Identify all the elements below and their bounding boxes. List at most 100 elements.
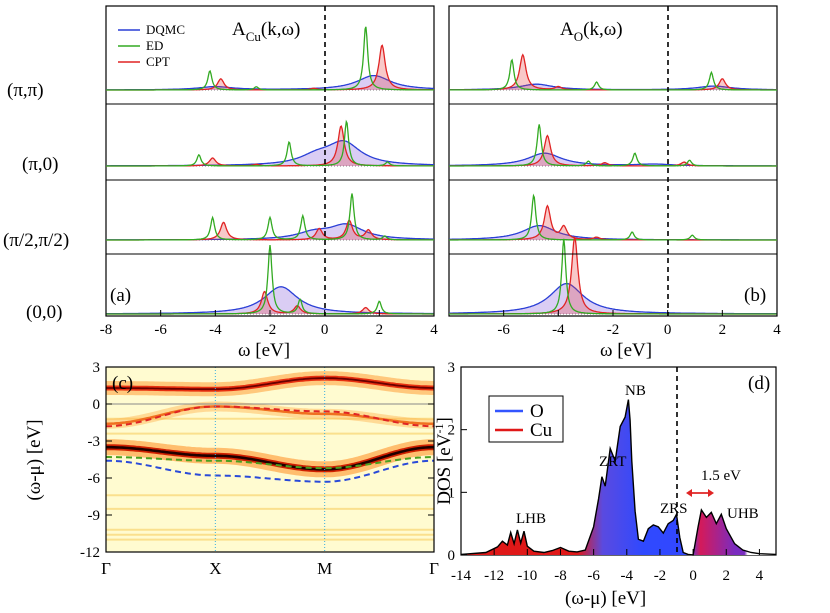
- legend-cu: Cu: [530, 420, 553, 441]
- a-xtick-label: -2: [264, 322, 277, 338]
- b-fill-cpt-1: [449, 135, 777, 166]
- a-line-ed-0: [106, 26, 434, 91]
- panel-c-data: [106, 367, 434, 552]
- d-xtick-label: -8: [554, 568, 567, 584]
- annotation-zrt: ZRT: [599, 454, 626, 470]
- a-xtick-label: -4: [209, 322, 222, 338]
- panel-d-ylabel: DOS [eV-1]: [432, 417, 455, 505]
- annotation-lhb: LHB: [516, 511, 546, 527]
- c-ytick-label: -6: [88, 471, 101, 487]
- panel-b-xlabel: ω [eV]: [600, 340, 652, 361]
- c-ytick-label: -9: [88, 508, 101, 524]
- c-dashed_blue: [106, 459, 434, 483]
- c-band-nb-2: [106, 445, 434, 471]
- legend-dqmc: DQMC: [146, 22, 185, 37]
- annotation-uhb: UHB: [727, 506, 759, 522]
- d-dos-line: [460, 399, 777, 556]
- c-ytick-label: -3: [88, 434, 101, 450]
- b-line-cpt-3: [449, 235, 777, 315]
- a-fill-cpt-1: [106, 126, 434, 166]
- gap-arrow-left: [686, 489, 692, 497]
- b-fill-cpt-2: [449, 205, 777, 240]
- panel-a-tag: (a): [110, 285, 131, 306]
- panel-a-data: [106, 26, 435, 315]
- d-xtick-label: -14: [451, 568, 471, 584]
- panel-c-ticks: 30-3-6-9-12Γ X M Γ: [80, 360, 439, 578]
- annotation-gap: 1.5 eV: [701, 468, 741, 484]
- d-ytick-label: 1: [448, 485, 456, 501]
- panel-b-title: AO(k,ω): [560, 19, 623, 44]
- panel-c: 30-3-6-9-12Γ X M Γ (c) (ω-μ) [eV]: [24, 360, 439, 578]
- panel-b: AO(k,ω) (b) -6 -4 -2 0 2 4 ω [eV]: [448, 5, 781, 361]
- b-fill-cpt-0: [449, 54, 777, 90]
- c-ytick-label: 3: [93, 360, 101, 376]
- b-xtick-label: 0: [664, 322, 672, 338]
- a-line-ed-1: [106, 119, 434, 167]
- d-xtick-label: -4: [621, 568, 634, 584]
- c-xtick-label: X: [209, 559, 221, 578]
- c-xtick-label: Γ: [429, 559, 439, 578]
- panel-a: ACu(k,ω) (a) DQMC ED CPT (π,π) (π,0) (π/…: [3, 5, 438, 361]
- annotation-zrs: ZRS: [660, 501, 688, 517]
- annotation-nb: NB: [625, 383, 646, 399]
- b-xtick-label: 4: [773, 322, 781, 338]
- d-xtick-label: 4: [756, 568, 764, 584]
- d-ytick-label: 2: [448, 423, 456, 439]
- a-line-cpt-1: [106, 125, 434, 167]
- b-line-ed-1: [449, 124, 777, 167]
- d-xtick-label: -2: [654, 568, 667, 584]
- row-label-pi-0: (π,0): [22, 154, 59, 175]
- panel-d-ticks: -14 -12 -10 -8 -6 -4 -2 0 2 4 0 1 2 3: [448, 360, 764, 584]
- b-xtick-label: 2: [719, 322, 727, 338]
- d-xtick-label: -12: [484, 568, 504, 584]
- a-line-ed-2: [106, 193, 434, 241]
- b-line-dqmc-1: [449, 152, 777, 167]
- b-line-ed-0: [449, 58, 777, 91]
- c-ytick-label: -12: [80, 545, 100, 561]
- a-fill-cpt-3: [106, 291, 434, 314]
- d-xtick-label: -6: [587, 568, 600, 584]
- d-ytick-label: 3: [448, 360, 456, 376]
- a-fill-dqmc-3: [106, 286, 434, 314]
- panel-d-data: [460, 399, 777, 556]
- a-xtick-label: 0: [321, 322, 329, 338]
- d-xtick-label: 2: [723, 568, 731, 584]
- d-dos-fill: [461, 399, 776, 555]
- row-label-0-0: (0,0): [26, 302, 62, 323]
- b-fill-dqmc-2: [449, 225, 777, 240]
- c-ytick-label: 0: [93, 397, 101, 413]
- b-xtick-label: -2: [607, 322, 620, 338]
- panel-d-xlabel: (ω-μ) [eV]: [565, 588, 646, 609]
- legend-ed: ED: [146, 38, 163, 53]
- a-xtick-label: 2: [376, 322, 384, 338]
- legend-cpt: CPT: [146, 54, 170, 69]
- c-xtick-label: Γ: [101, 559, 111, 578]
- a-fill-cpt-2: [106, 220, 434, 240]
- b-line-dqmc-2: [449, 224, 777, 241]
- b-line-cpt-2: [449, 204, 777, 241]
- a-fill-dqmc-1: [106, 140, 434, 166]
- panel-a-legend: DQMC ED CPT: [118, 22, 185, 69]
- b-line-ed-3: [449, 238, 777, 315]
- c-dashed_red: [106, 405, 434, 428]
- b-line-cpt-1: [449, 134, 777, 167]
- panel-a-xlabel: ω [eV]: [238, 340, 290, 361]
- b-line-ed-2: [449, 193, 777, 241]
- panel-b-xticks: -6 -4 -2 0 2 4: [497, 310, 781, 338]
- panel-d-legend: O Cu: [488, 395, 564, 443]
- c-xtick-label: M: [317, 559, 332, 578]
- row-label-pi2-pi2: (π/2,π/2): [3, 230, 69, 251]
- b-fill-cpt-3: [449, 237, 777, 314]
- a-xtick-label: -8: [100, 322, 113, 338]
- legend-o: O: [530, 401, 544, 422]
- gap-arrow-right: [708, 489, 714, 497]
- panel-c-ylabel: (ω-μ) [eV]: [24, 419, 45, 500]
- c-band-zrs-1: [106, 405, 434, 425]
- panel-b-frame: [448, 5, 778, 317]
- panel-a-xticks: -8 -6 -4 -2 0 2 4: [100, 310, 438, 338]
- panel-d-legend-box: [488, 395, 564, 443]
- row-label-pi-pi: (π,π): [7, 80, 44, 101]
- d-ytick-label: 0: [448, 548, 456, 564]
